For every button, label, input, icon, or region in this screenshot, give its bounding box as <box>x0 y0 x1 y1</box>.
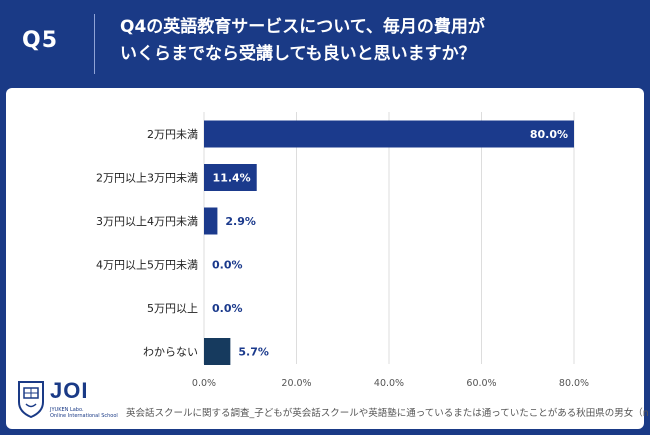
data-label: 11.4% <box>213 172 251 185</box>
bar <box>204 120 574 148</box>
header: Q5 Q4の英語教育サービスについて、毎月の費用が いくらまでなら受講しても良い… <box>0 0 650 88</box>
question-label: Q5 <box>22 28 59 53</box>
x-tick-label: 0.0% <box>192 378 216 389</box>
data-label: 2.9% <box>225 215 256 228</box>
category-label: わからない <box>143 346 198 359</box>
logo-name: JOI <box>50 378 89 403</box>
data-label: 0.0% <box>212 259 243 272</box>
x-tick-label: 20.0% <box>281 378 311 389</box>
category-label: 5万円以上 <box>147 302 198 315</box>
question-title-line2: いくらまでなら受講しても良いと思いますか？ <box>120 44 476 64</box>
bar <box>204 207 218 235</box>
data-label: 80.0% <box>530 128 568 141</box>
category-label: 4万円以上5万円未満 <box>96 259 198 272</box>
joi-logo: JOI JYUKEN Labo. Online International Sc… <box>16 378 118 422</box>
question-title-line1: Q4の英語教育サービスについて、毎月の費用が <box>120 17 485 37</box>
x-tick-label: 40.0% <box>374 378 404 389</box>
header-divider <box>94 14 95 74</box>
category-label: 3万円以上4万円未満 <box>96 215 198 228</box>
survey-footnote: 英会話スクールに関する調査_子どもが英会話スクールや英語塾に通っているまたは通っ… <box>126 408 650 419</box>
bar <box>204 164 257 191</box>
shield-icon <box>18 381 44 419</box>
category-label: 2万円以上3万円未満 <box>96 172 198 185</box>
data-label: 0.0% <box>212 302 243 315</box>
question-title: Q4の英語教育サービスについて、毎月の費用が いくらまでなら受講しても良いと思い… <box>120 14 630 68</box>
category-label: 2万円未満 <box>147 128 198 141</box>
x-tick-label: 80.0% <box>559 378 589 389</box>
data-label: 5.7% <box>238 346 269 359</box>
x-tick-label: 60.0% <box>466 378 496 389</box>
logo-subtitle-2: Online International School <box>50 413 118 419</box>
bar <box>204 338 231 365</box>
logo-subtitle-1: JYUKEN Labo. <box>50 407 84 413</box>
